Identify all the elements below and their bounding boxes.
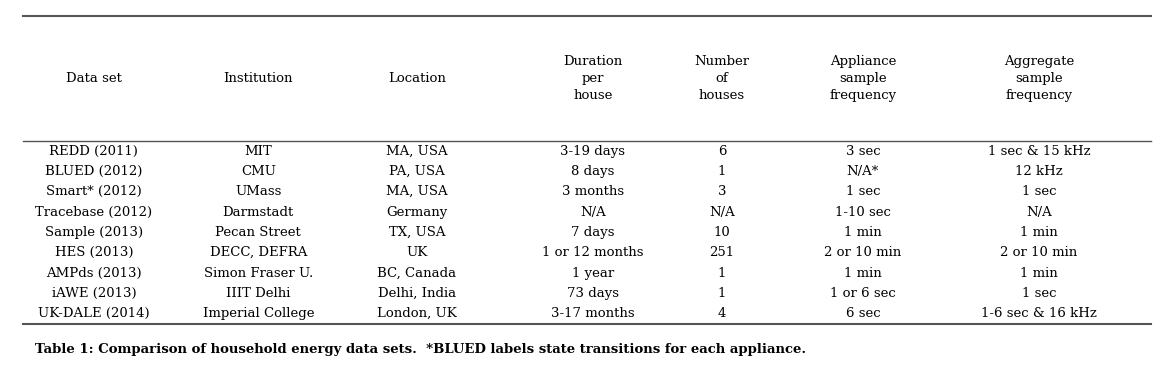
Text: 1: 1: [717, 266, 727, 280]
Text: 4: 4: [717, 307, 727, 320]
Text: N/A: N/A: [709, 206, 735, 219]
Text: Aggregate
sample
frequency: Aggregate sample frequency: [1004, 55, 1074, 102]
Text: iAWE (2013): iAWE (2013): [52, 287, 136, 300]
Text: BLUED (2012): BLUED (2012): [46, 165, 142, 178]
Text: Darmstadt: Darmstadt: [223, 206, 294, 219]
Text: Tracebase (2012): Tracebase (2012): [35, 206, 153, 219]
Text: AMPds (2013): AMPds (2013): [46, 266, 142, 280]
Text: Table 1: Comparison of household energy data sets.  *BLUED labels state transiti: Table 1: Comparison of household energy …: [35, 343, 807, 356]
Text: REDD (2011): REDD (2011): [49, 145, 139, 158]
Text: 1 min: 1 min: [844, 226, 882, 239]
Text: 3 sec: 3 sec: [845, 145, 880, 158]
Text: 1: 1: [717, 165, 727, 178]
Text: MIT: MIT: [244, 145, 272, 158]
Text: 3-17 months: 3-17 months: [551, 307, 635, 320]
Text: MA, USA: MA, USA: [386, 185, 447, 198]
Text: UK-DALE (2014): UK-DALE (2014): [38, 307, 150, 320]
Text: HES (2013): HES (2013): [55, 246, 133, 259]
Text: 1 min: 1 min: [844, 266, 882, 280]
Text: 251: 251: [709, 246, 735, 259]
Text: 1 sec: 1 sec: [1021, 185, 1057, 198]
Text: 2 or 10 min: 2 or 10 min: [824, 246, 902, 259]
Text: Delhi, India: Delhi, India: [378, 287, 456, 300]
Text: 3-19 days: 3-19 days: [560, 145, 626, 158]
Text: 1-10 sec: 1-10 sec: [835, 206, 891, 219]
Text: 1 sec & 15 kHz: 1 sec & 15 kHz: [987, 145, 1091, 158]
Text: 1 min: 1 min: [1020, 226, 1058, 239]
Text: MA, USA: MA, USA: [386, 145, 447, 158]
Text: 3: 3: [717, 185, 727, 198]
Text: PA, USA: PA, USA: [389, 165, 445, 178]
Text: Duration
per
house: Duration per house: [564, 55, 622, 102]
Text: 1 sec: 1 sec: [845, 185, 880, 198]
Text: TX, USA: TX, USA: [389, 226, 445, 239]
Text: Number
of
houses: Number of houses: [695, 55, 749, 102]
Text: 1 sec: 1 sec: [1021, 287, 1057, 300]
Text: Data set: Data set: [66, 72, 122, 85]
Text: 1 or 6 sec: 1 or 6 sec: [830, 287, 896, 300]
Text: 6 sec: 6 sec: [845, 307, 880, 320]
Text: Institution: Institution: [223, 72, 294, 85]
Text: 1-6 sec & 16 kHz: 1-6 sec & 16 kHz: [981, 307, 1097, 320]
Text: Pecan Street: Pecan Street: [215, 226, 302, 239]
Text: Imperial College: Imperial College: [203, 307, 313, 320]
Text: 2 or 10 min: 2 or 10 min: [1000, 246, 1078, 259]
Text: UK: UK: [406, 246, 427, 259]
Text: N/A: N/A: [1026, 206, 1052, 219]
Text: CMU: CMU: [241, 165, 276, 178]
Text: Sample (2013): Sample (2013): [45, 226, 143, 239]
Text: 1 year: 1 year: [572, 266, 614, 280]
Text: 8 days: 8 days: [572, 165, 614, 178]
Text: 12 kHz: 12 kHz: [1016, 165, 1062, 178]
Text: 7 days: 7 days: [571, 226, 615, 239]
Text: 1 or 12 months: 1 or 12 months: [542, 246, 643, 259]
Text: N/A*: N/A*: [846, 165, 879, 178]
Text: N/A: N/A: [580, 206, 606, 219]
Text: Smart* (2012): Smart* (2012): [46, 185, 142, 198]
Text: Location: Location: [387, 72, 446, 85]
Text: Germany: Germany: [386, 206, 447, 219]
Text: 1 min: 1 min: [1020, 266, 1058, 280]
Text: 73 days: 73 days: [567, 287, 619, 300]
Text: London, UK: London, UK: [377, 307, 457, 320]
Text: UMass: UMass: [235, 185, 282, 198]
Text: 3 months: 3 months: [562, 185, 623, 198]
Text: DECC, DEFRA: DECC, DEFRA: [210, 246, 306, 259]
Text: IIIT Delhi: IIIT Delhi: [227, 287, 290, 300]
Text: 1: 1: [717, 287, 727, 300]
Text: BC, Canada: BC, Canada: [377, 266, 457, 280]
Text: 10: 10: [714, 226, 730, 239]
Text: 6: 6: [717, 145, 727, 158]
Text: Simon Fraser U.: Simon Fraser U.: [203, 266, 313, 280]
Text: Appliance
sample
frequency: Appliance sample frequency: [829, 55, 897, 102]
